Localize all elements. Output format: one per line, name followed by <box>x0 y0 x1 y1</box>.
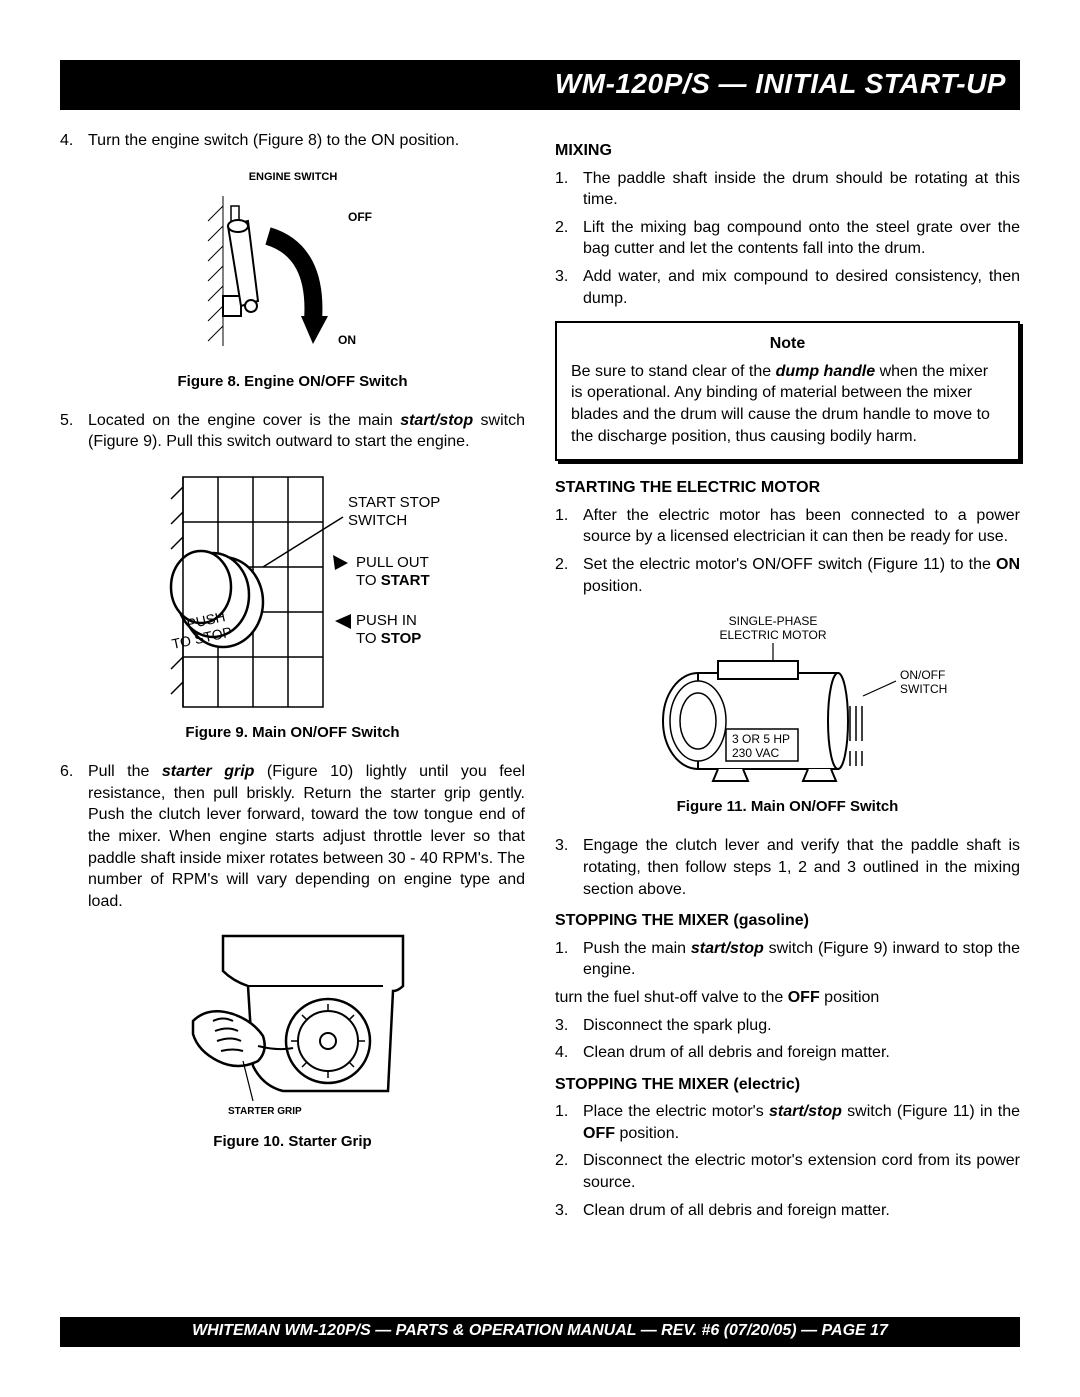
on-label: ON <box>338 333 356 347</box>
text: Disconnect the electric motor's extensio… <box>583 1150 1020 1193</box>
step-4: 4. Turn the engine switch (Figure 8) to … <box>60 130 525 152</box>
switch-label: SWITCH <box>348 512 407 529</box>
step-text: Turn the engine switch (Figure 8) to the… <box>88 130 525 152</box>
stopgas-fuel-line: turn the fuel shut-off valve to the OFF … <box>555 987 1020 1009</box>
step-text: Located on the engine cover is the main … <box>88 410 525 453</box>
num: 3. <box>555 266 583 309</box>
starting-2: 2.Set the electric motor's ON/OFF switch… <box>555 554 1020 597</box>
num: 4. <box>555 1042 583 1064</box>
off-label: OFF <box>348 210 372 224</box>
figure-11: SINGLE-PHASE ELECTRIC MOTOR <box>555 611 1020 817</box>
content-columns: 4. Turn the engine switch (Figure 8) to … <box>60 130 1020 1227</box>
text: After the electric motor has been connec… <box>583 505 1020 548</box>
step-num: 4. <box>60 130 88 152</box>
figure-8: ENGINE SWITCH <box>60 166 525 392</box>
switch-label: SWITCH <box>900 682 947 696</box>
left-column: 4. Turn the engine switch (Figure 8) to … <box>60 130 525 1227</box>
num: 1. <box>555 938 583 981</box>
text: Lift the mixing bag compound onto the st… <box>583 217 1020 260</box>
text: Engage the clutch lever and verify that … <box>583 835 1020 900</box>
text: Add water, and mix compound to desired c… <box>583 266 1020 309</box>
note-box: Note Be sure to stand clear of the dump … <box>555 321 1020 461</box>
step-num: 6. <box>60 761 88 912</box>
mixing-3: 3.Add water, and mix compound to desired… <box>555 266 1020 309</box>
figure-10: STARTER GRIP Figure 10. Starter Grip <box>60 926 525 1152</box>
starting-1: 1.After the electric motor has been conn… <box>555 505 1020 548</box>
num: 2. <box>555 217 583 260</box>
main-switch-diagram: PUSH TO STOP START STOP SWITCH PULL OUT … <box>60 467 525 717</box>
step-5: 5. Located on the engine cover is the ma… <box>60 410 525 453</box>
note-title: Note <box>571 333 1004 355</box>
step-text: Pull the starter grip (Figure 10) lightl… <box>88 761 525 912</box>
startstop-label: START STOP <box>348 494 440 511</box>
pullout-label: PULL OUT <box>356 554 429 571</box>
figure-8-caption: Figure 8. Engine ON/OFF Switch <box>60 372 525 392</box>
figure-9-caption: Figure 9. Main ON/OFF Switch <box>60 723 525 743</box>
mixing-1: 1.The paddle shaft inside the drum shoul… <box>555 168 1020 211</box>
note-em: dump handle <box>776 363 876 380</box>
text: Push the main start/stop switch (Figure … <box>583 938 1020 981</box>
num: 1. <box>555 1101 583 1144</box>
stopgas-1: 1.Push the main start/stop switch (Figur… <box>555 938 1020 981</box>
text: Turn the engine switch (Figure 8) to the… <box>88 132 459 149</box>
num: 3. <box>555 1200 583 1222</box>
engine-switch-diagram: ENGINE SWITCH <box>60 166 525 366</box>
num: 1. <box>555 505 583 548</box>
num: 2. <box>555 554 583 597</box>
figure-9: PUSH TO STOP START STOP SWITCH PULL OUT … <box>60 467 525 743</box>
grip-label: STARTER GRIP <box>228 1106 302 1117</box>
single-phase-label: SINGLE-PHASE <box>728 614 817 628</box>
pushin-label: PUSH IN <box>356 612 417 629</box>
figure-11-caption: Figure 11. Main ON/OFF Switch <box>555 797 1020 817</box>
text: Clean drum of all debris and foreign mat… <box>583 1200 1020 1222</box>
text-p2: (Figure 10) lightly until you feel resis… <box>88 763 525 910</box>
onoff-label: ON/OFF <box>900 668 945 682</box>
mixing-heading: MIXING <box>555 140 1020 162</box>
stopelec-3: 3.Clean drum of all debris and foreign m… <box>555 1200 1020 1222</box>
starting-3: 3.Engage the clutch lever and verify tha… <box>555 835 1020 900</box>
text: Disconnect the spark plug. <box>583 1015 1020 1037</box>
stopelec-heading: STOPPING THE MIXER (electric) <box>555 1074 1020 1096</box>
engine-switch-label: ENGINE SWITCH <box>248 171 337 183</box>
page-header: WM-120P/S — INITIAL START-UP <box>60 60 1020 110</box>
step-num: 5. <box>60 410 88 453</box>
num: 2. <box>555 1150 583 1193</box>
hp-label: 3 OR 5 HP <box>732 732 790 746</box>
text: Set the electric motor's ON/OFF switch (… <box>583 554 1020 597</box>
motor-label: ELECTRIC MOTOR <box>719 628 826 642</box>
text-p1: Pull the <box>88 763 162 780</box>
starting-heading: STARTING THE ELECTRIC MOTOR <box>555 477 1020 499</box>
text-pre: Located on the engine cover is the main <box>88 412 400 429</box>
step-6: 6. Pull the starter grip (Figure 10) lig… <box>60 761 525 912</box>
num: 3. <box>555 1015 583 1037</box>
tostart-label: TO START <box>356 572 430 589</box>
num: 1. <box>555 168 583 211</box>
stopelec-2: 2.Disconnect the electric motor's extens… <box>555 1150 1020 1193</box>
tostop-label2: TO STOP <box>356 630 421 647</box>
stopgas-heading: STOPPING THE MIXER (gasoline) <box>555 910 1020 932</box>
text: The paddle shaft inside the drum should … <box>583 168 1020 211</box>
text-em: start/stop <box>400 412 473 429</box>
mixing-2: 2.Lift the mixing bag compound onto the … <box>555 217 1020 260</box>
right-column: MIXING 1.The paddle shaft inside the dru… <box>555 130 1020 1227</box>
text-em: starter grip <box>162 763 255 780</box>
stopelec-1: 1.Place the electric motor's start/stop … <box>555 1101 1020 1144</box>
text: Place the electric motor's start/stop sw… <box>583 1101 1020 1144</box>
figure-10-caption: Figure 10. Starter Grip <box>60 1132 525 1152</box>
note-p1: Be sure to stand clear of the <box>571 363 776 380</box>
stopgas-3: 3.Disconnect the spark plug. <box>555 1015 1020 1037</box>
text: Clean drum of all debris and foreign mat… <box>583 1042 1020 1064</box>
vac-label: 230 VAC <box>732 746 779 760</box>
page-footer: WHITEMAN WM-120P/S — PARTS & OPERATION M… <box>60 1317 1020 1347</box>
num: 3. <box>555 835 583 900</box>
electric-motor-diagram: SINGLE-PHASE ELECTRIC MOTOR <box>555 611 1020 791</box>
note-body: Be sure to stand clear of the dump handl… <box>571 361 1004 447</box>
stopgas-4: 4.Clean drum of all debris and foreign m… <box>555 1042 1020 1064</box>
starter-grip-diagram: STARTER GRIP <box>60 926 525 1126</box>
